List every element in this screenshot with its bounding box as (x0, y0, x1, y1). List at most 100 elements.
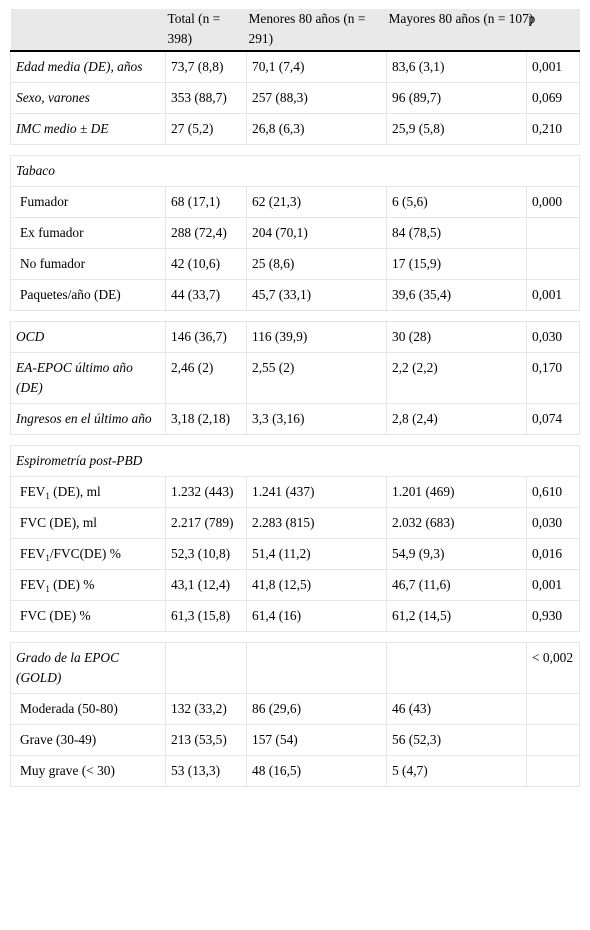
data-table: Total (n = 398) Menores 80 años (n = 291… (10, 9, 580, 787)
table-row: No fumador 42 (10,6) 25 (8,6) 17 (15,9) (10, 248, 580, 280)
cell-menores: 45,7 (33,1) (246, 279, 387, 311)
table-row: IMC medio ± DE 27 (5,2) 26,8 (6,3) 25,9 … (10, 113, 580, 145)
table-row: Fumador 68 (17,1) 62 (21,3) 6 (5,6) 0,00… (10, 186, 580, 218)
cell-total: 53 (13,3) (165, 755, 247, 787)
section-header-row: Tabaco (10, 155, 580, 187)
cell-p (526, 248, 580, 280)
spacer-cell (10, 434, 580, 446)
cell-mayores: 46,7 (11,6) (386, 569, 527, 601)
cell-menores: 1.241 (437) (246, 476, 387, 508)
row-label: FVC (DE) % (10, 600, 166, 632)
row-label: No fumador (10, 248, 166, 280)
label-pre: FEV (20, 546, 46, 561)
cell-menores: 86 (29,6) (246, 693, 387, 725)
table-row: Grave (30-49) 213 (53,5) 157 (54) 56 (52… (10, 724, 580, 756)
cell-total: 44 (33,7) (165, 279, 247, 311)
row-label: OCD (10, 321, 166, 353)
table-row: FEV1 (DE) % 43,1 (12,4) 41,8 (12,5) 46,7… (10, 569, 580, 601)
header-p: p (526, 9, 580, 52)
cell-mayores: 61,2 (14,5) (386, 600, 527, 632)
table-row: FEV1/FVC(DE) % 52,3 (10,8) 51,4 (11,2) 5… (10, 538, 580, 570)
cell-mayores: 6 (5,6) (386, 186, 527, 218)
table-row: FEV1 (DE), ml 1.232 (443) 1.241 (437) 1.… (10, 476, 580, 508)
table-row: Paquetes/año (DE) 44 (33,7) 45,7 (33,1) … (10, 279, 580, 311)
cell-mayores: 1.201 (469) (386, 476, 527, 508)
row-label: EA-EPOC último año (DE) (10, 352, 166, 404)
row-label: IMC medio ± DE (10, 113, 166, 145)
cell-menores: 41,8 (12,5) (246, 569, 387, 601)
table-row: Muy grave (< 30) 53 (13,3) 48 (16,5) 5 (… (10, 755, 580, 787)
table-row: Sexo, varones 353 (88,7) 257 (88,3) 96 (… (10, 82, 580, 114)
cell-mayores: 83,6 (3,1) (386, 50, 527, 83)
header-row: Total (n = 398) Menores 80 años (n = 291… (10, 9, 580, 52)
cell-p: 0,930 (526, 600, 580, 632)
cell-menores: 157 (54) (246, 724, 387, 756)
cell-p (526, 724, 580, 756)
cell-total: 2.217 (789) (165, 507, 247, 539)
spacer-cell (10, 631, 580, 643)
cell-menores: 3,3 (3,16) (246, 403, 387, 435)
cell-mayores: 54,9 (9,3) (386, 538, 527, 570)
label-post: (DE), ml (49, 484, 101, 499)
header-mayores: Mayores 80 años (n = 107) (386, 9, 533, 52)
section-spacer (10, 144, 580, 156)
cell-menores: 48 (16,5) (246, 755, 387, 787)
label-subscript: 1 (45, 553, 50, 563)
section-spacer (10, 310, 580, 322)
cell-mayores: 84 (78,5) (386, 217, 527, 249)
cell-p (526, 217, 580, 249)
table-row: Grado de la EPOC (GOLD) < 0,002 (10, 642, 580, 694)
cell-total: 1.232 (443) (165, 476, 247, 508)
row-label: Ingresos en el último año (10, 403, 166, 435)
data-table-container: Total (n = 398) Menores 80 años (n = 291… (10, 9, 580, 787)
cell-menores (246, 642, 387, 694)
cell-p (526, 755, 580, 787)
section-spacer (10, 434, 580, 446)
cell-p: 0,030 (526, 507, 580, 539)
table-row: OCD 146 (36,7) 116 (39,9) 30 (28) 0,030 (10, 321, 580, 353)
cell-total: 52,3 (10,8) (165, 538, 247, 570)
cell-p: 0,210 (526, 113, 580, 145)
cell-p: 0,001 (526, 569, 580, 601)
row-label: Moderada (50-80) (10, 693, 166, 725)
cell-total: 353 (88,7) (165, 82, 247, 114)
label-post: (DE) % (49, 577, 95, 592)
section-spacer (10, 631, 580, 643)
cell-mayores: 96 (89,7) (386, 82, 527, 114)
cell-p: 0,170 (526, 352, 580, 404)
cell-mayores: 46 (43) (386, 693, 527, 725)
cell-mayores: 25,9 (5,8) (386, 113, 527, 145)
cell-menores: 70,1 (7,4) (246, 50, 387, 83)
row-label: FVC (DE), ml (10, 507, 166, 539)
cell-total: 42 (10,6) (165, 248, 247, 280)
cell-mayores (386, 642, 527, 694)
cell-p: 0,610 (526, 476, 580, 508)
cell-p: 0,016 (526, 538, 580, 570)
spacer-cell (10, 144, 580, 156)
table-row: FVC (DE), ml 2.217 (789) 2.283 (815) 2.0… (10, 507, 580, 539)
cell-p: 0,000 (526, 186, 580, 218)
cell-mayores: 2.032 (683) (386, 507, 527, 539)
row-label: Sexo, varones (10, 82, 166, 114)
cell-mayores: 39,6 (35,4) (386, 279, 527, 311)
section-title: Espirometría post-PBD (10, 445, 580, 477)
cell-total: 27 (5,2) (165, 113, 247, 145)
cell-menores: 51,4 (11,2) (246, 538, 387, 570)
table-row: Ex fumador 288 (72,4) 204 (70,1) 84 (78,… (10, 217, 580, 249)
row-label: FEV1/FVC(DE) % (10, 538, 166, 570)
cell-menores: 62 (21,3) (246, 186, 387, 218)
row-label: Ex fumador (10, 217, 166, 249)
cell-p: 0,030 (526, 321, 580, 353)
cell-total: 73,7 (8,8) (165, 50, 247, 83)
table-row: FVC (DE) % 61,3 (15,8) 61,4 (16) 61,2 (1… (10, 600, 580, 632)
row-label: Fumador (10, 186, 166, 218)
cell-menores: 2,55 (2) (246, 352, 387, 404)
cell-p: 0,001 (526, 50, 580, 83)
cell-mayores: 2,2 (2,2) (386, 352, 527, 404)
section-header-row: Espirometría post-PBD (10, 445, 580, 477)
label-post: /FVC(DE) % (49, 546, 121, 561)
table-row: EA-EPOC último año (DE) 2,46 (2) 2,55 (2… (10, 352, 580, 404)
row-label: Paquetes/año (DE) (10, 279, 166, 311)
cell-total: 146 (36,7) (165, 321, 247, 353)
cell-menores: 26,8 (6,3) (246, 113, 387, 145)
